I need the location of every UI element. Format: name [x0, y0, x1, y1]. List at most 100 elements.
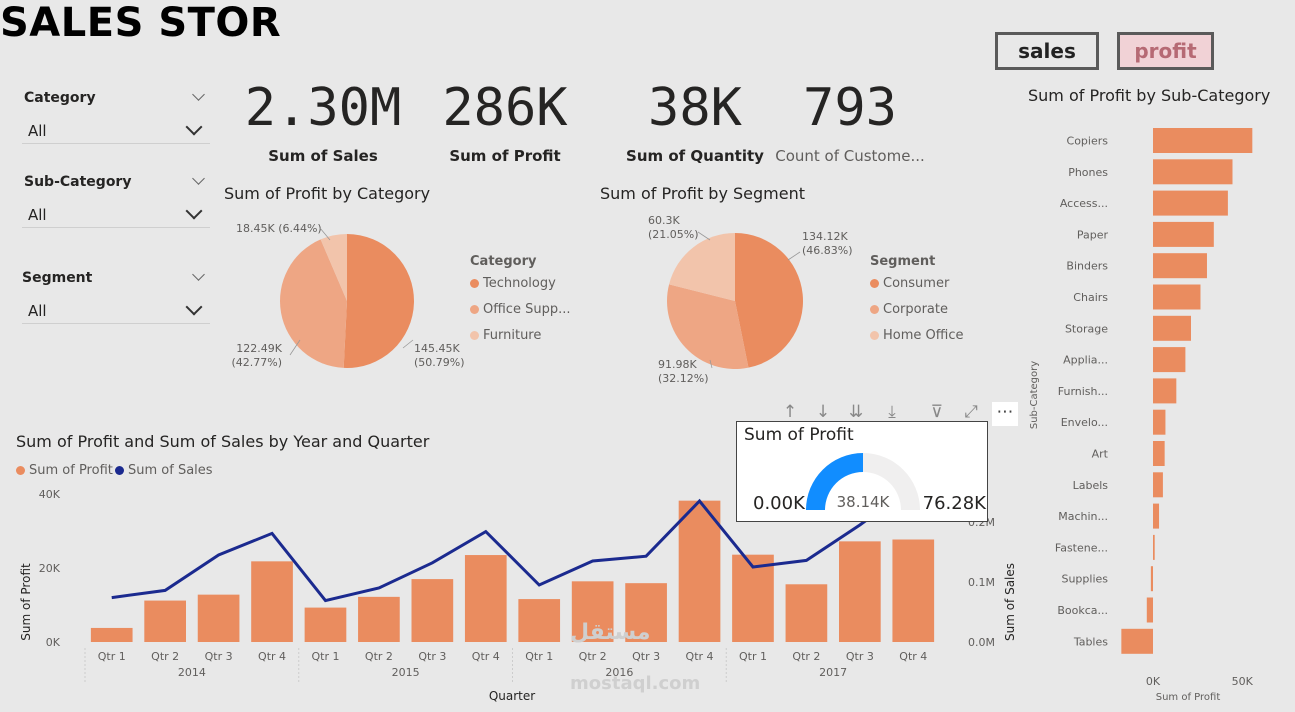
pie-slice-home-office[interactable]: [669, 233, 735, 301]
pie-slice-furniture[interactable]: [320, 234, 347, 301]
x-axis-quarter-label: Qtr 1: [525, 650, 553, 663]
segment-pie-chart[interactable]: 134.12K (46.83%) 91.98K (32.12%) 60.3K (21.05…: [600, 210, 870, 390]
pie-data-label-line: (50.79%): [414, 356, 465, 369]
pie-leader-line: [402, 339, 414, 349]
profit-bar[interactable]: [197, 594, 240, 642]
subcategory-bar[interactable]: [1150, 566, 1153, 592]
subcategory-bar[interactable]: [1153, 315, 1191, 341]
x-axis-quarter-label: Qtr 3: [205, 650, 233, 663]
filter-icon[interactable]: ⊽: [930, 402, 944, 422]
subcategory-bar[interactable]: [1146, 597, 1153, 623]
pie-data-label: 145.45K (50.79%): [414, 342, 465, 369]
category-pie-chart[interactable]: 145.45K (50.79%) 122.49K (42.77%) 18.45K (6.…: [220, 210, 580, 390]
pie-data-label-line: 122.49K: [236, 342, 282, 355]
profit-bar[interactable]: [358, 596, 400, 642]
expand-hierarchy-icon[interactable]: ⤓: [888, 402, 896, 422]
subcategory-bar[interactable]: [1153, 190, 1228, 216]
focus-mode-icon[interactable]: ⤢: [964, 402, 978, 422]
drill-up-icon[interactable]: ↑: [782, 402, 798, 422]
subcategory-dropdown[interactable]: All: [22, 202, 210, 228]
profit-bar[interactable]: [892, 539, 935, 642]
chevron-down-icon[interactable]: [192, 268, 205, 281]
subcategory-label: Envelo...: [1061, 416, 1108, 429]
more-options-icon[interactable]: ⋯: [992, 402, 1018, 426]
dropdown-arrow-icon[interactable]: [185, 298, 203, 316]
subcategory-bar[interactable]: [1153, 253, 1207, 279]
pie-slice-technology[interactable]: [343, 234, 414, 368]
subcategory-bar[interactable]: [1153, 221, 1214, 247]
pie-data-label-line: (46.83%): [802, 244, 853, 257]
subcategory-bar[interactable]: [1153, 409, 1166, 435]
profit-bar[interactable]: [732, 554, 774, 642]
x-axis-label: Sum of Profit: [1156, 692, 1221, 703]
gauge-value-arc: [806, 453, 863, 510]
pie-slice-office-supplies[interactable]: [279, 239, 347, 368]
pie-slice-corporate[interactable]: [667, 284, 749, 369]
tooltip-title: Sum of Profit: [744, 425, 854, 445]
subcategory-bar[interactable]: [1153, 472, 1163, 498]
x-axis-quarter-label: Qtr 4: [686, 650, 714, 663]
profit-bar[interactable]: [90, 627, 133, 642]
subcategory-bar[interactable]: [1153, 347, 1186, 373]
profit-bar[interactable]: [785, 584, 828, 642]
legend-item-sum-of-profit[interactable]: Sum of Profit: [16, 463, 113, 478]
drill-down-icon[interactable]: ↓: [815, 402, 831, 422]
legend-item-office-supplies[interactable]: Office Supp...: [470, 302, 570, 317]
pie-leader-line: [319, 227, 331, 241]
profit-bar[interactable]: [839, 541, 881, 642]
kpi-sales-label: Sum of Sales: [268, 147, 378, 165]
legend-item-technology[interactable]: Technology: [470, 276, 556, 291]
subcategory-bar[interactable]: [1153, 503, 1160, 529]
profit-bar[interactable]: [625, 583, 667, 642]
dropdown-arrow-icon[interactable]: [185, 118, 203, 136]
category-legend-title: Category: [470, 254, 537, 269]
subcategory-bar[interactable]: [1153, 159, 1233, 185]
profit-nav-button[interactable]: profit: [1117, 32, 1214, 70]
legend-item-consumer[interactable]: Consumer: [870, 276, 949, 291]
legend-label: Technology: [483, 276, 556, 291]
pie-data-label-line: (42.77%): [231, 356, 282, 369]
subcategory-bar[interactable]: [1153, 378, 1177, 404]
subcategory-bar-chart[interactable]: Copiers Phones Access... Paper Binders Chairs…: [1020, 110, 1290, 710]
x-axis-quarter-label: Qtr 2: [792, 650, 820, 663]
profit-bar[interactable]: [304, 607, 347, 642]
subcategory-bar[interactable]: [1153, 534, 1155, 560]
legend-item-corporate[interactable]: Corporate: [870, 302, 948, 317]
chevron-down-icon[interactable]: [192, 88, 205, 101]
x-axis-quarter-label: Qtr 3: [418, 650, 446, 663]
subcategory-label: Art: [1092, 448, 1109, 461]
profit-bar[interactable]: [144, 600, 186, 642]
x-axis-quarter-label: Qtr 1: [98, 650, 126, 663]
dropdown-arrow-icon[interactable]: [185, 202, 203, 220]
profit-bar[interactable]: [571, 581, 614, 642]
legend-item-furniture[interactable]: Furniture: [470, 328, 541, 343]
profit-bar[interactable]: [678, 500, 721, 642]
profit-bar[interactable]: [251, 561, 293, 642]
expand-next-level-icon[interactable]: ⇊: [848, 402, 864, 422]
kpi-sales-value: 2.30M: [244, 78, 402, 138]
category-dropdown[interactable]: All: [22, 118, 210, 144]
legend-item-home-office[interactable]: Home Office: [870, 328, 963, 343]
subcategory-chart-title: Sum of Profit by Sub-Category: [1028, 86, 1271, 105]
subcategory-bar[interactable]: [1153, 441, 1165, 466]
kpi-profit-value: 286K: [442, 78, 568, 138]
segment-dropdown[interactable]: All: [22, 298, 210, 324]
subcategory-bar[interactable]: [1153, 128, 1253, 153]
pie-data-label: 91.98K (32.12%): [658, 358, 709, 385]
sales-nav-button[interactable]: sales: [995, 32, 1099, 70]
x-axis-tick-label: 50K: [1232, 675, 1254, 688]
subcategory-label: Chairs: [1073, 291, 1108, 304]
profit-bar[interactable]: [518, 599, 561, 642]
legend-dot: [870, 331, 879, 340]
profit-bar[interactable]: [464, 555, 507, 642]
y-axis-tick-label: 20K: [39, 562, 61, 575]
subcategory-bar[interactable]: [1121, 628, 1153, 654]
pie-slice-consumer[interactable]: [735, 233, 803, 368]
legend-item-sum-of-sales[interactable]: Sum of Sales: [115, 463, 213, 478]
x-axis-quarter-label: Qtr 1: [739, 650, 767, 663]
chevron-down-icon[interactable]: [192, 172, 205, 185]
profit-bar[interactable]: [411, 579, 454, 642]
watermark-url: mostaql.com: [570, 673, 701, 694]
subcategory-bar[interactable]: [1153, 284, 1201, 310]
